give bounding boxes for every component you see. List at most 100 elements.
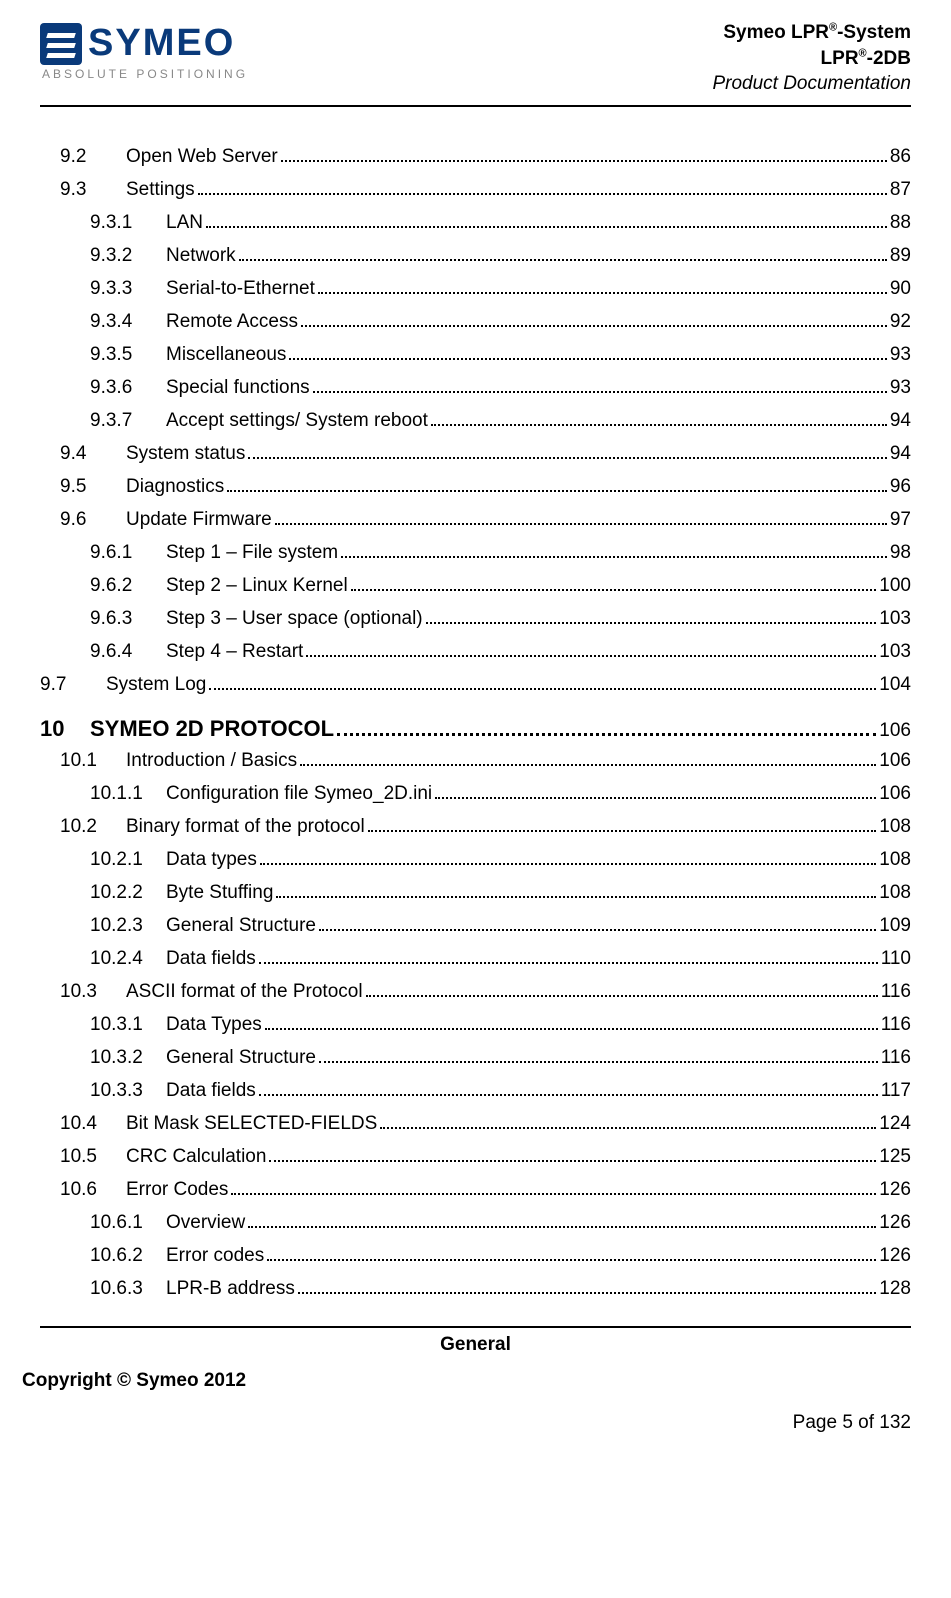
toc-title: Binary format of the protocol — [126, 817, 365, 836]
toc-leader — [198, 193, 887, 195]
toc-leader — [259, 1094, 878, 1096]
toc-title: General Structure — [166, 1048, 316, 1067]
toc-number: 9.6.2 — [90, 576, 166, 595]
toc-entry: 9.3.1LAN88 — [60, 213, 911, 232]
toc-leader — [269, 1160, 876, 1162]
toc-leader — [206, 226, 887, 228]
toc-number: 9.3.4 — [90, 312, 166, 331]
toc-page: 94 — [890, 411, 911, 430]
toc-entry: 9.6.4Step 4 – Restart103 — [60, 642, 911, 661]
toc-number: 10.6.3 — [90, 1279, 166, 1298]
toc-title: Step 2 – Linux Kernel — [166, 576, 348, 595]
toc-title: Remote Access — [166, 312, 298, 331]
toc-entry: 10.3.2General Structure116 — [60, 1048, 911, 1067]
toc-page: 108 — [879, 817, 911, 836]
toc-page: 100 — [879, 576, 911, 595]
brand-tagline: ABSOLUTE POSITIONING — [42, 67, 248, 81]
toc-leader — [248, 1226, 876, 1228]
toc-leader — [341, 556, 887, 558]
toc-page: 93 — [890, 378, 911, 397]
toc-leader — [281, 160, 887, 162]
toc-entry: 10.1Introduction / Basics106 — [60, 751, 911, 770]
toc-page: 93 — [890, 345, 911, 364]
toc-title: Introduction / Basics — [126, 751, 297, 770]
toc-page: 108 — [879, 883, 911, 902]
toc-number: 10.6.2 — [90, 1246, 166, 1265]
toc-page: 104 — [879, 675, 911, 694]
toc-number: 9.3.5 — [90, 345, 166, 364]
toc-entry: 10.1.1Configuration file Symeo_2D.ini106 — [60, 784, 911, 803]
toc-number: 9.2 — [60, 147, 126, 166]
header-line3: Product Documentation — [712, 71, 911, 97]
toc-entry: 9.5Diagnostics96 — [60, 477, 911, 496]
toc-entry: 10.2.1Data types108 — [60, 850, 911, 869]
toc-page: 116 — [881, 982, 911, 1001]
toc-number: 10.1.1 — [90, 784, 166, 803]
toc-number: 9.3 — [60, 180, 126, 199]
toc-leader — [276, 896, 876, 898]
toc-number: 10.6.1 — [90, 1213, 166, 1232]
toc-page: 92 — [890, 312, 911, 331]
toc-entry: 9.6.3Step 3 – User space (optional)103 — [60, 609, 911, 628]
toc-entry: 9.2Open Web Server86 — [60, 147, 911, 166]
toc-number: 10.2 — [60, 817, 126, 836]
toc-leader — [318, 292, 887, 294]
toc-number: 10.4 — [60, 1114, 126, 1133]
symeo-logo-icon — [40, 23, 82, 65]
brand-name: SYMEO — [88, 22, 235, 65]
header-line2b: -2DB — [867, 48, 911, 69]
header-line1b: -System — [837, 22, 911, 43]
toc-title: Data fields — [166, 949, 256, 968]
toc-entry: 10.6.2Error codes126 — [60, 1246, 911, 1265]
toc-page: 106 — [879, 751, 911, 770]
toc-page: 94 — [890, 444, 911, 463]
toc-number: 10.6 — [60, 1180, 126, 1199]
toc-number: 10.2.4 — [90, 949, 166, 968]
toc-title: Error Codes — [126, 1180, 228, 1199]
toc-number: 10 — [40, 718, 90, 740]
toc-title: Byte Stuffing — [166, 883, 273, 902]
toc-entry: 9.3.3Serial-to-Ethernet90 — [60, 279, 911, 298]
toc-title: Step 3 – User space (optional) — [166, 609, 423, 628]
header-line2a: LPR — [821, 48, 859, 69]
toc-number: 9.6.1 — [90, 543, 166, 562]
toc-entry: 10.3.1Data Types116 — [60, 1015, 911, 1034]
toc-number: 9.4 — [60, 444, 126, 463]
toc-entry: 9.7System Log104 — [40, 675, 911, 694]
toc-page: 90 — [890, 279, 911, 298]
toc-entry: 10SYMEO 2D PROTOCOL106 — [40, 718, 911, 741]
toc-leader — [260, 863, 876, 865]
toc-page: 126 — [879, 1246, 911, 1265]
toc-page: 87 — [890, 180, 911, 199]
toc-title: Special functions — [166, 378, 310, 397]
toc-entry: 9.4System status94 — [60, 444, 911, 463]
toc-number: 10.3.3 — [90, 1081, 166, 1100]
toc-title: Update Firmware — [126, 510, 272, 529]
footer-section-label: General — [0, 1334, 951, 1356]
toc-leader — [209, 688, 876, 690]
toc-entry: 10.5CRC Calculation125 — [60, 1147, 911, 1166]
toc-leader — [313, 391, 887, 393]
toc-leader — [337, 733, 876, 736]
page-header: SYMEO ABSOLUTE POSITIONING Symeo LPR®-Sy… — [40, 18, 911, 107]
toc-page: 109 — [879, 916, 911, 935]
toc-leader — [426, 622, 877, 624]
toc-page: 98 — [890, 543, 911, 562]
toc-leader — [435, 797, 876, 799]
page-number: Page 5 of 132 — [0, 1392, 951, 1434]
toc-title: Data types — [166, 850, 257, 869]
toc-title: Configuration file Symeo_2D.ini — [166, 784, 432, 803]
toc-leader — [275, 523, 887, 525]
toc-entry: 9.3.5Miscellaneous93 — [60, 345, 911, 364]
toc-leader — [351, 589, 877, 591]
toc-entry: 9.6.1Step 1 – File system98 — [60, 543, 911, 562]
toc-number: 10.2.3 — [90, 916, 166, 935]
toc-leader — [267, 1259, 876, 1261]
toc-leader — [431, 424, 887, 426]
toc-number: 9.3.7 — [90, 411, 166, 430]
toc-page: 108 — [879, 850, 911, 869]
toc-title: LAN — [166, 213, 203, 232]
toc-title: Diagnostics — [126, 477, 224, 496]
toc-title: Open Web Server — [126, 147, 278, 166]
toc-title: Data fields — [166, 1081, 256, 1100]
